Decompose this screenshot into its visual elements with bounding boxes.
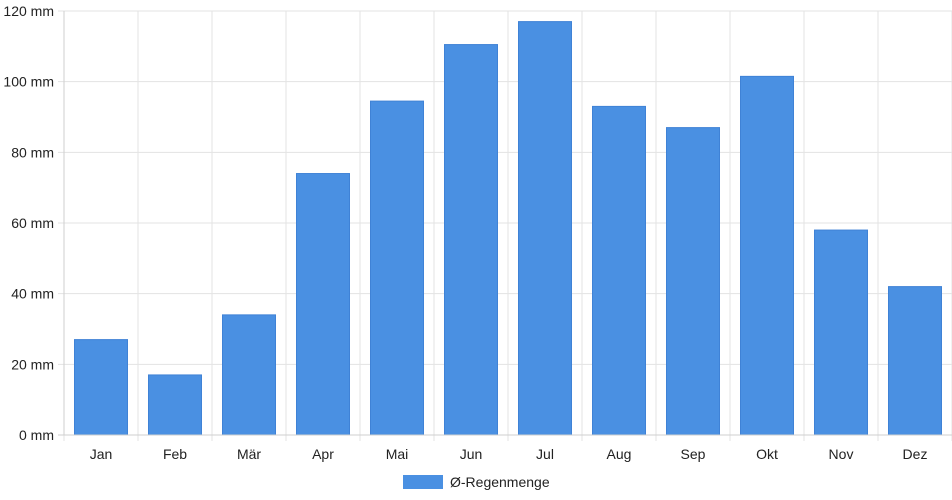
y-tick-label: 100 mm xyxy=(3,74,54,90)
x-tick-label: Okt xyxy=(756,446,778,462)
y-axis-tick-labels: 0 mm 20 mm 40 mm 60 mm 80 mm 100 mm 120 mm xyxy=(3,3,54,443)
bar-Nov[interactable] xyxy=(814,229,868,436)
x-tick-label: Jun xyxy=(460,446,483,462)
axes xyxy=(58,11,952,436)
x-tick-label: Jan xyxy=(90,446,113,462)
bar-Apr[interactable] xyxy=(296,173,350,436)
x-tick-label: Sep xyxy=(681,446,706,462)
bar-Aug[interactable] xyxy=(592,105,646,436)
legend-label[interactable]: Ø-Regenmenge xyxy=(450,474,550,490)
bar-Dez[interactable] xyxy=(888,286,942,436)
bar-Okt[interactable] xyxy=(740,75,794,436)
y-tick-label: 20 mm xyxy=(11,356,54,372)
legend-swatch[interactable] xyxy=(403,475,443,489)
x-tick-label: Nov xyxy=(829,446,854,462)
y-tick-label: 120 mm xyxy=(3,3,54,19)
x-axis-tick-labels: Jan Feb Mär Apr Mai Jun Jul Aug Sep Okt Nov Dez xyxy=(90,446,928,462)
x-tick-label: Apr xyxy=(312,446,334,462)
x-tick-label: Aug xyxy=(607,446,632,462)
x-tick-label: Mai xyxy=(386,446,409,462)
legend[interactable]: Ø-Regenmenge xyxy=(403,474,550,490)
bar-Jan[interactable] xyxy=(74,339,128,436)
x-tick-label: Jul xyxy=(536,446,554,462)
bar-Mai[interactable] xyxy=(370,100,424,436)
bar-Sep[interactable] xyxy=(666,127,720,436)
bar-Feb[interactable] xyxy=(148,374,202,436)
bars xyxy=(74,21,942,436)
x-tick-label: Mär xyxy=(237,446,261,462)
y-tick-label: 0 mm xyxy=(19,427,54,443)
y-tick-label: 80 mm xyxy=(11,144,54,160)
grid-lines xyxy=(58,10,952,441)
bar-Jul[interactable] xyxy=(518,21,572,436)
x-tick-label: Dez xyxy=(903,446,928,462)
y-tick-label: 60 mm xyxy=(11,215,54,231)
bar-Jun[interactable] xyxy=(444,44,498,436)
y-tick-label: 40 mm xyxy=(11,286,54,302)
x-tick-label: Feb xyxy=(163,446,187,462)
bar-Mär[interactable] xyxy=(222,314,276,436)
